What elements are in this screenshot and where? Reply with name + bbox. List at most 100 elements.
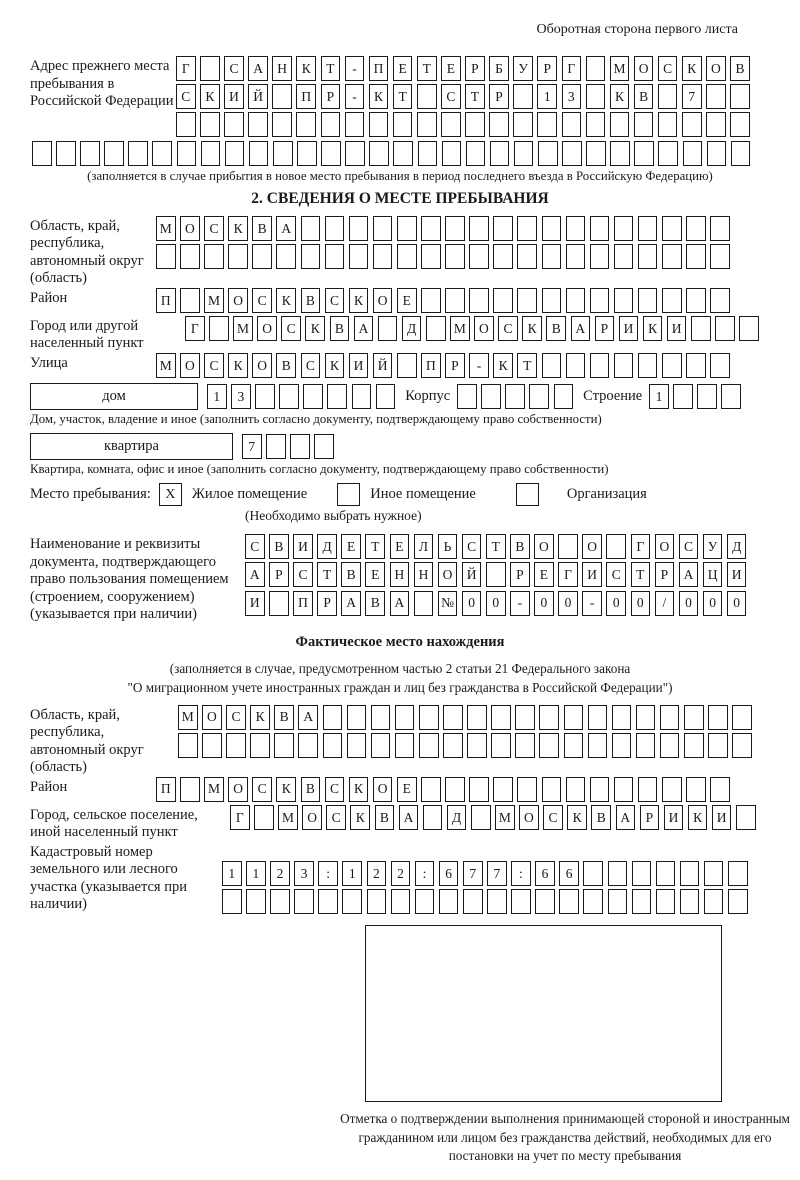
char-cell <box>290 434 310 460</box>
char-cell <box>421 243 441 269</box>
char-cell <box>327 384 348 410</box>
char-cell: Е <box>441 56 461 81</box>
char-cell <box>469 776 489 802</box>
char-cell: О <box>228 776 248 802</box>
char-cell: Г <box>230 804 250 830</box>
char-cell <box>324 243 345 269</box>
char-cell: М <box>495 804 515 830</box>
char-cell: С <box>293 562 313 588</box>
char-cell: К <box>296 56 317 81</box>
char-cell: К <box>642 315 663 341</box>
char-cell: К <box>567 804 587 830</box>
char-cell: К <box>200 84 220 110</box>
char-cell <box>372 243 393 269</box>
char-cell: О <box>228 287 248 313</box>
char-cell: С <box>281 315 301 341</box>
char-cell: Р <box>510 562 530 588</box>
region-field: Область, край, республика, автономный ок… <box>30 215 770 288</box>
char-cell <box>279 384 299 410</box>
char-cell <box>314 434 334 460</box>
char-cell: Ц <box>702 562 723 588</box>
char-cell: Й <box>461 562 482 588</box>
char-cell <box>443 704 463 730</box>
char-cell <box>589 215 610 241</box>
char-cell: С <box>498 315 518 341</box>
house-type-box: дом <box>30 383 198 411</box>
char-cell <box>425 315 446 341</box>
char-cell: К <box>348 287 369 313</box>
char-cell: М <box>156 352 176 378</box>
char-cell: С <box>226 704 246 730</box>
char-cell <box>661 243 682 269</box>
char-cell <box>613 352 634 378</box>
char-cell <box>613 215 634 241</box>
char-cell <box>222 889 242 914</box>
actual-location-note: (заполняется в случае, предусмотренном ч… <box>30 659 770 697</box>
char-cell <box>558 534 578 560</box>
char-cell <box>682 140 703 166</box>
char-cell: У <box>513 56 533 81</box>
char-cell: В <box>341 562 361 588</box>
char-cell <box>585 84 606 110</box>
char-cell: 2 <box>270 860 290 886</box>
char-cell: К <box>681 56 702 81</box>
char-cell <box>541 243 562 269</box>
char-cell <box>710 776 730 802</box>
char-cell: Т <box>517 352 537 378</box>
char-cell <box>296 112 317 138</box>
char-cell: Р <box>317 590 337 616</box>
char-cell <box>586 140 606 166</box>
char-cell <box>583 860 603 886</box>
char-cell: : <box>511 860 531 886</box>
char-cell <box>370 732 391 758</box>
char-cell: - <box>469 352 489 378</box>
char-cell: - <box>510 590 530 616</box>
char-cell <box>565 776 586 802</box>
char-cell <box>517 776 537 802</box>
char-cell <box>487 889 507 914</box>
char-cell <box>727 860 748 886</box>
char-cell: - <box>582 590 602 616</box>
char-cell: Е <box>392 56 413 81</box>
char-row: И П Р А В А № 0 0-0 0-0 0/0 0 0 <box>245 590 770 616</box>
char-cell: Г <box>185 315 205 341</box>
char-cell <box>515 704 535 730</box>
char-cell <box>730 140 751 166</box>
char-cell <box>611 732 632 758</box>
char-cell: Т <box>365 534 386 560</box>
char-row <box>156 243 770 269</box>
char-cell <box>517 287 537 313</box>
char-cell <box>346 732 367 758</box>
char-cell <box>541 776 562 802</box>
char-cell <box>635 732 656 758</box>
char-cell <box>396 215 417 241</box>
char-cell <box>529 384 550 410</box>
char-cell <box>375 384 396 410</box>
char-cell <box>637 287 658 313</box>
char-cell <box>513 112 533 138</box>
prev-address-note: (заполняется в случае прибытия в новое м… <box>87 168 713 183</box>
char-cell <box>176 140 197 166</box>
char-cell: И <box>245 590 265 616</box>
char-cell: Ь <box>437 534 458 560</box>
char-cell: 7 <box>242 434 262 460</box>
char-cell <box>589 287 610 313</box>
char-cell: А <box>245 562 265 588</box>
char-cell: С <box>678 534 699 560</box>
char-cell <box>248 112 268 138</box>
char-cell: Н <box>272 56 292 81</box>
char-cell <box>416 84 437 110</box>
char-cell <box>727 889 748 914</box>
char-cell <box>250 732 270 758</box>
char-row: 7 <box>242 434 334 460</box>
char-cell: - <box>344 56 365 81</box>
char-cell <box>318 889 338 914</box>
char-cell: 0 <box>726 590 747 616</box>
char-cell <box>681 112 702 138</box>
char-cell <box>274 732 294 758</box>
char-cell: Т <box>317 562 337 588</box>
